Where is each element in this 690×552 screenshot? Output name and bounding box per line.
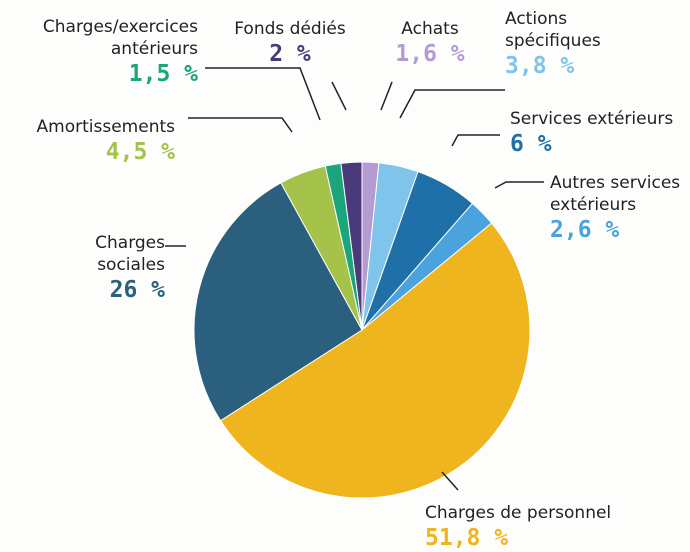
- leader-line: [331, 81, 347, 111]
- slice-label: Fonds dédiés 2 %: [225, 18, 355, 68]
- category-label: Services extérieurs: [510, 109, 674, 129]
- leaders: [165, 67, 544, 491]
- slice-label: Services extérieurs 6 %: [510, 108, 685, 158]
- category-label: Actions spécifiques: [505, 9, 601, 51]
- value-label: 4,5 %: [105, 139, 175, 165]
- leader-line: [380, 81, 393, 111]
- pie-slice: [219, 222, 531, 499]
- leader-line: [451, 134, 500, 147]
- slice-label: Achats 1,6 %: [380, 18, 480, 68]
- value-label: 2 %: [269, 41, 311, 67]
- slice-label: Charges sociales 26 %: [60, 232, 165, 304]
- value-label: 6 %: [510, 131, 552, 157]
- value-label: 26 %: [109, 277, 165, 303]
- slices: [193, 161, 531, 499]
- category-label: Autres services extérieurs: [550, 173, 681, 215]
- category-label: Amortissements: [36, 117, 175, 137]
- pie-slice: [193, 182, 363, 422]
- slice-label: Charges/exercices antérieurs 1,5 %: [8, 16, 198, 88]
- slice-label: Autres services extérieurs 2,6 %: [550, 172, 685, 244]
- slice-label: Actions spécifiques 3,8 %: [505, 8, 635, 80]
- leader-line: [494, 181, 544, 189]
- category-label: Charges sociales: [95, 233, 165, 275]
- pie-slice: [340, 161, 363, 331]
- category-label: Achats: [401, 19, 459, 39]
- category-label: Charges/exercices antérieurs: [42, 17, 198, 59]
- leader-line: [399, 89, 505, 119]
- leader-line: [441, 471, 459, 491]
- slice-label: Amortissements 4,5 %: [10, 116, 175, 166]
- value-label: 1,5 %: [128, 61, 198, 87]
- value-label: 1,6 %: [395, 41, 465, 67]
- value-label: 3,8 %: [505, 53, 575, 79]
- category-label: Charges de personnel: [425, 503, 612, 523]
- category-label: Fonds dédiés: [234, 19, 346, 39]
- leader-line: [188, 117, 293, 133]
- value-label: 51,8 %: [425, 525, 509, 551]
- leader-line: [205, 67, 321, 121]
- value-label: 2,6 %: [550, 217, 620, 243]
- slice-label: Charges de personnel 51,8 %: [425, 502, 645, 552]
